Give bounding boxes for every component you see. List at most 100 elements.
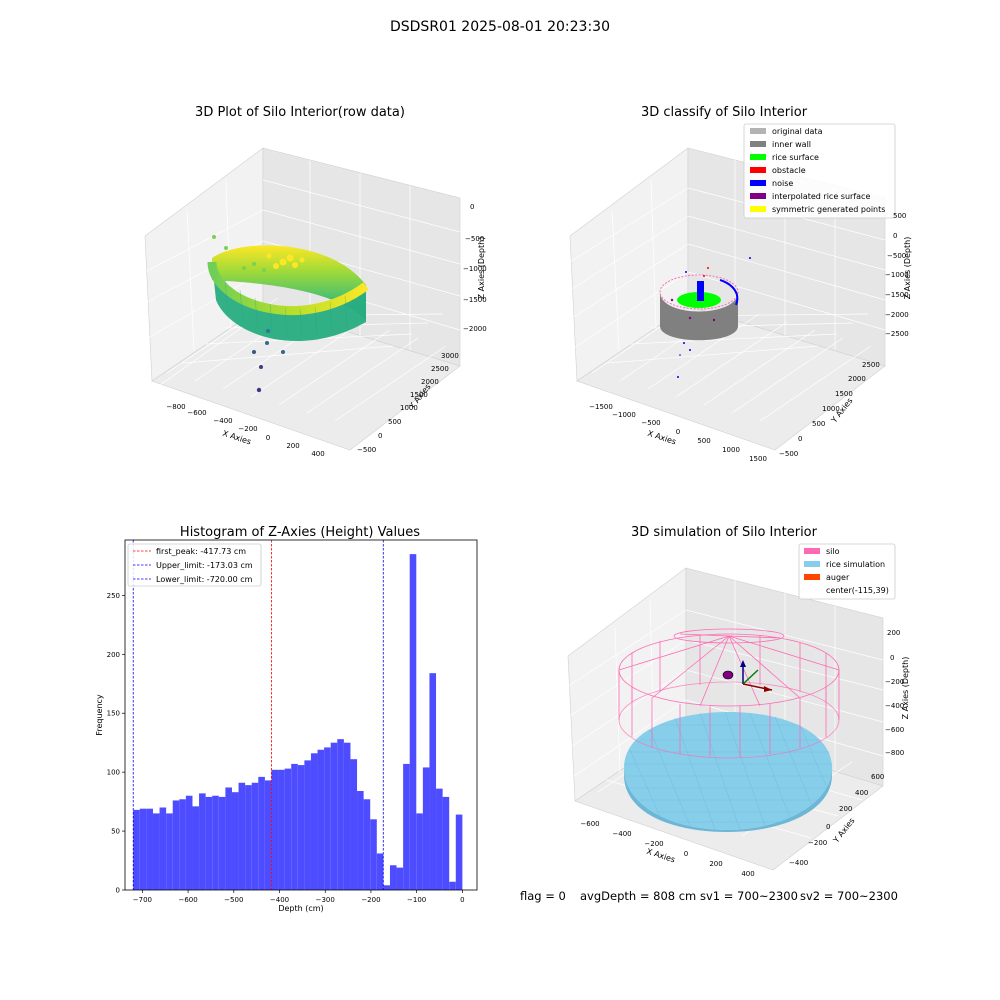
classify-x-label: X Axies [646,429,677,447]
panel-histogram: Histogram of Z-Axies (Height) Values −70… [95,525,478,913]
legend-label-center: center(-115,39) [826,586,889,595]
histogram-bar [383,885,390,890]
classify-gridlines [569,160,886,422]
histogram-bar [179,799,186,890]
row-data-y-ticks: −500 0 500 1000 1500 2000 2500 3000 [357,352,459,454]
classify-y-tick: 2000 [848,375,866,383]
row-data-back-wall [212,245,366,320]
row-data-front-wall [212,262,366,342]
row-data-y-tick: 0 [378,432,382,440]
histogram-bar [357,791,364,890]
classify-z-tick: 500 [893,212,906,220]
classify-legend: original data inner wall rice surface ob… [743,123,896,219]
status-line: flag = 0 avgDepth = 808 cm sv1 = 700~230… [520,889,898,903]
row-data-pane-floor [151,305,461,451]
histogram-x-tick-label: −600 [178,896,197,904]
simulation-x-tick: 200 [709,860,722,868]
row-data-x-tick: −400 [213,417,232,425]
histogram-legend: first_peak: -417.73 cm Upper_limit: -173… [127,543,262,587]
simulation-x-tick: −400 [612,830,631,838]
histogram-x-ticks: −700 −600 −500 −400 −300 −200 −100 0 [133,890,465,904]
row-data-x-ticks: −800 −600 −400 −200 0 200 400 [166,403,324,458]
histogram-plot-frame [124,539,478,891]
classify-y-tick: 500 [812,420,825,428]
histogram-bar [271,769,279,890]
classify-z-tick: −500 [887,252,906,260]
panel-row-data: 3D Plot of Silo Interior(row data) [144,105,487,458]
simulation-z-tick: −600 [885,726,904,734]
histogram-bar [218,796,226,890]
row-data-y-tick: 3000 [441,352,459,360]
legend-label-upper-limit: Upper_limit: -173.03 cm [156,561,253,570]
classify-inner-wall [660,292,738,341]
legend-swatch-noise [750,180,766,186]
classify-y-ticks: −500 0 500 1000 1500 2000 2500 [779,361,880,458]
legend-label-silo: silo [826,547,840,556]
simulation-x-ticks: −600 −400 −200 0 200 400 [580,820,754,878]
panel-classify-title: 3D classify of Silo Interior [641,105,808,120]
row-data-z-label: Z Axies (Depth) [477,237,486,300]
simulation-z-tick: −800 [885,749,904,757]
histogram-bar [166,813,173,890]
panel-classify: 3D classify of Silo Interior [569,105,912,463]
row-data-x-tick: 0 [266,434,270,442]
simulation-z-tick: 0 [890,654,894,662]
histogram-bar [304,760,311,890]
classify-y-tick: 1500 [835,390,853,398]
histogram-bar [284,768,292,890]
histogram-x-tick-label: −200 [361,896,380,904]
status-flag: flag = 0 [520,889,566,903]
histogram-bar [363,799,371,890]
classify-pane-floor [576,305,886,451]
row-data-points [207,235,369,393]
histogram-bar [449,881,456,890]
legend-swatch-symmetric-generated-points [750,206,766,212]
classify-x-tick: 1000 [722,446,740,454]
legend-swatch-inner-wall [750,141,766,147]
classify-x-tick: 0 [676,428,680,436]
histogram-bar [199,793,206,890]
histogram-bar [185,795,193,890]
classify-z-tick: 0 [893,232,897,240]
legend-label-obstacle: obstacle [772,166,806,175]
simulation-y-tick: 600 [871,773,884,781]
status-sv1: sv1 = 700~2300 [700,889,798,903]
simulation-x-label: X Axies [645,847,676,865]
histogram-bar [278,769,285,890]
row-data-z-tick: −500 [465,235,484,243]
histogram-bar [172,800,180,890]
simulation-z-tick: −400 [885,702,904,710]
histogram-bar [337,739,344,890]
histogram-bar [152,813,160,890]
legend-label-auger: auger [826,573,850,582]
classify-x-tick: 500 [697,437,710,445]
legend-label-inner-wall: inner wall [772,140,811,149]
row-data-z-tick: −1000 [463,265,487,273]
histogram-bar [436,788,443,890]
simulation-legend: silo rice simulation auger center(-115,3… [798,543,896,600]
histogram-bar [264,780,272,890]
histogram-bar [139,808,147,890]
classify-y-tick: 2500 [862,361,880,369]
row-data-y-tick: 500 [388,418,401,426]
classify-z-tick: −2500 [885,330,909,338]
simulation-y-tick: 400 [855,789,868,797]
histogram-bar [245,785,252,890]
row-data-y-tick: 2000 [421,378,439,386]
histogram-bar [238,782,246,890]
legend-label-original-data: original data [772,127,823,136]
legend-swatch-obstacle [750,167,766,173]
histogram-bar [403,763,410,890]
classify-z-tick: −1500 [885,291,909,299]
classify-y-tick: 0 [798,435,802,443]
histogram-bar [192,806,200,890]
classify-x-tick: −1500 [589,403,613,411]
classify-z-tick: −2000 [885,311,909,319]
histogram-bars [133,554,463,890]
classify-legend-box [743,123,896,219]
histogram-x-tick-label: −100 [407,896,426,904]
histogram-bar [429,673,437,890]
panel-simulation-title: 3D simulation of Silo Interior [631,525,818,540]
row-data-y-tick: 1000 [400,404,418,412]
